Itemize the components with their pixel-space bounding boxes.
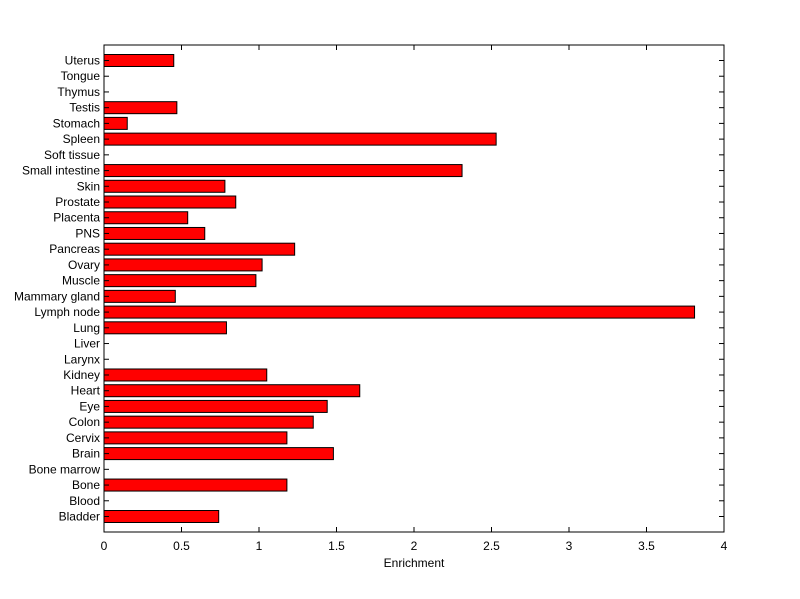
- x-tick-label-3-5: 3.5: [638, 539, 655, 553]
- y-tick-label-heart: Heart: [71, 384, 101, 398]
- bar-mammary-gland: [103, 289, 176, 303]
- y-tick-label-soft-tissue: Soft tissue: [44, 148, 100, 162]
- y-tick-label-lung: Lung: [73, 321, 100, 335]
- y-tick-label-eye: Eye: [79, 399, 100, 413]
- bar-lung: [103, 321, 227, 335]
- y-tick-label-placenta: Placenta: [53, 211, 100, 225]
- bar-uterus: [103, 54, 175, 67]
- y-tick-label-mammary-gland: Mammary gland: [14, 289, 100, 303]
- bar-muscle: [103, 274, 257, 288]
- x-tick-label-0-5: 0.5: [173, 539, 190, 553]
- y-tick-label-muscle: Muscle: [62, 274, 100, 288]
- bar-pancreas: [103, 242, 296, 256]
- x-tick-label-1-5: 1.5: [328, 539, 345, 553]
- y-tick-label-pns: PNS: [75, 226, 100, 240]
- bar-brain: [103, 447, 334, 461]
- y-tick-label-uterus: Uterus: [65, 54, 100, 68]
- y-tick-label-pancreas: Pancreas: [49, 242, 100, 256]
- bar-eye: [103, 399, 328, 413]
- y-tick-label-prostate: Prostate: [55, 195, 100, 209]
- y-tick-label-lymph-node: Lymph node: [34, 305, 100, 319]
- x-tick-label-3: 3: [566, 539, 573, 553]
- y-tick-label-liver: Liver: [74, 337, 100, 351]
- bar-bladder: [103, 510, 220, 523]
- bar-cervix: [103, 431, 288, 445]
- y-tick-label-bladder: Bladder: [59, 510, 100, 524]
- y-tick-label-brain: Brain: [72, 447, 100, 461]
- bar-ovary: [103, 258, 263, 272]
- y-tick-label-thymus: Thymus: [57, 85, 100, 99]
- x-tick-label-2-5: 2.5: [483, 539, 500, 553]
- y-tick-label-small-intestine: Small intestine: [22, 164, 100, 178]
- x-ticks-group: 0 0.5 1 1.5 2 2.5 3 3.5 4: [101, 45, 728, 553]
- bar-bone: [103, 478, 288, 492]
- x-tick-label-4: 4: [721, 539, 728, 553]
- y-tick-label-spleen: Spleen: [63, 132, 100, 146]
- bar-pns: [103, 226, 206, 240]
- y-tick-label-tongue: Tongue: [61, 69, 101, 83]
- y-tick-label-skin: Skin: [77, 179, 100, 193]
- y-tick-label-bone: Bone: [72, 478, 100, 492]
- x-tick-label-0: 0: [101, 539, 108, 553]
- bar-small-intestine: [103, 164, 463, 178]
- bar-spleen: [103, 132, 497, 146]
- y-tick-label-blood: Blood: [69, 494, 100, 508]
- bar-prostate: [103, 195, 237, 209]
- bar-kidney: [103, 368, 268, 382]
- y-tick-label-colon: Colon: [69, 415, 100, 429]
- bar-lymph-node: [103, 305, 696, 319]
- y-tick-label-stomach: Stomach: [53, 116, 100, 130]
- bar-skin: [103, 179, 226, 193]
- bar-colon: [103, 415, 314, 429]
- y-tick-label-cervix: Cervix: [66, 431, 100, 445]
- y-tick-label-larynx: Larynx: [64, 352, 100, 366]
- bar-placenta: [103, 211, 189, 225]
- y-tick-label-kidney: Kidney: [63, 368, 100, 382]
- bar-testis: [103, 101, 178, 115]
- bar-heart: [103, 384, 361, 398]
- x-axis-title: Enrichment: [384, 556, 445, 570]
- y-tick-label-testis: Testis: [69, 101, 100, 115]
- y-tick-label-bone-marrow: Bone marrow: [29, 462, 101, 476]
- x-tick-label-2: 2: [411, 539, 418, 553]
- y-tick-label-ovary: Ovary: [68, 258, 100, 272]
- plot-frame: [103, 44, 725, 533]
- x-tick-label-1: 1: [256, 539, 263, 553]
